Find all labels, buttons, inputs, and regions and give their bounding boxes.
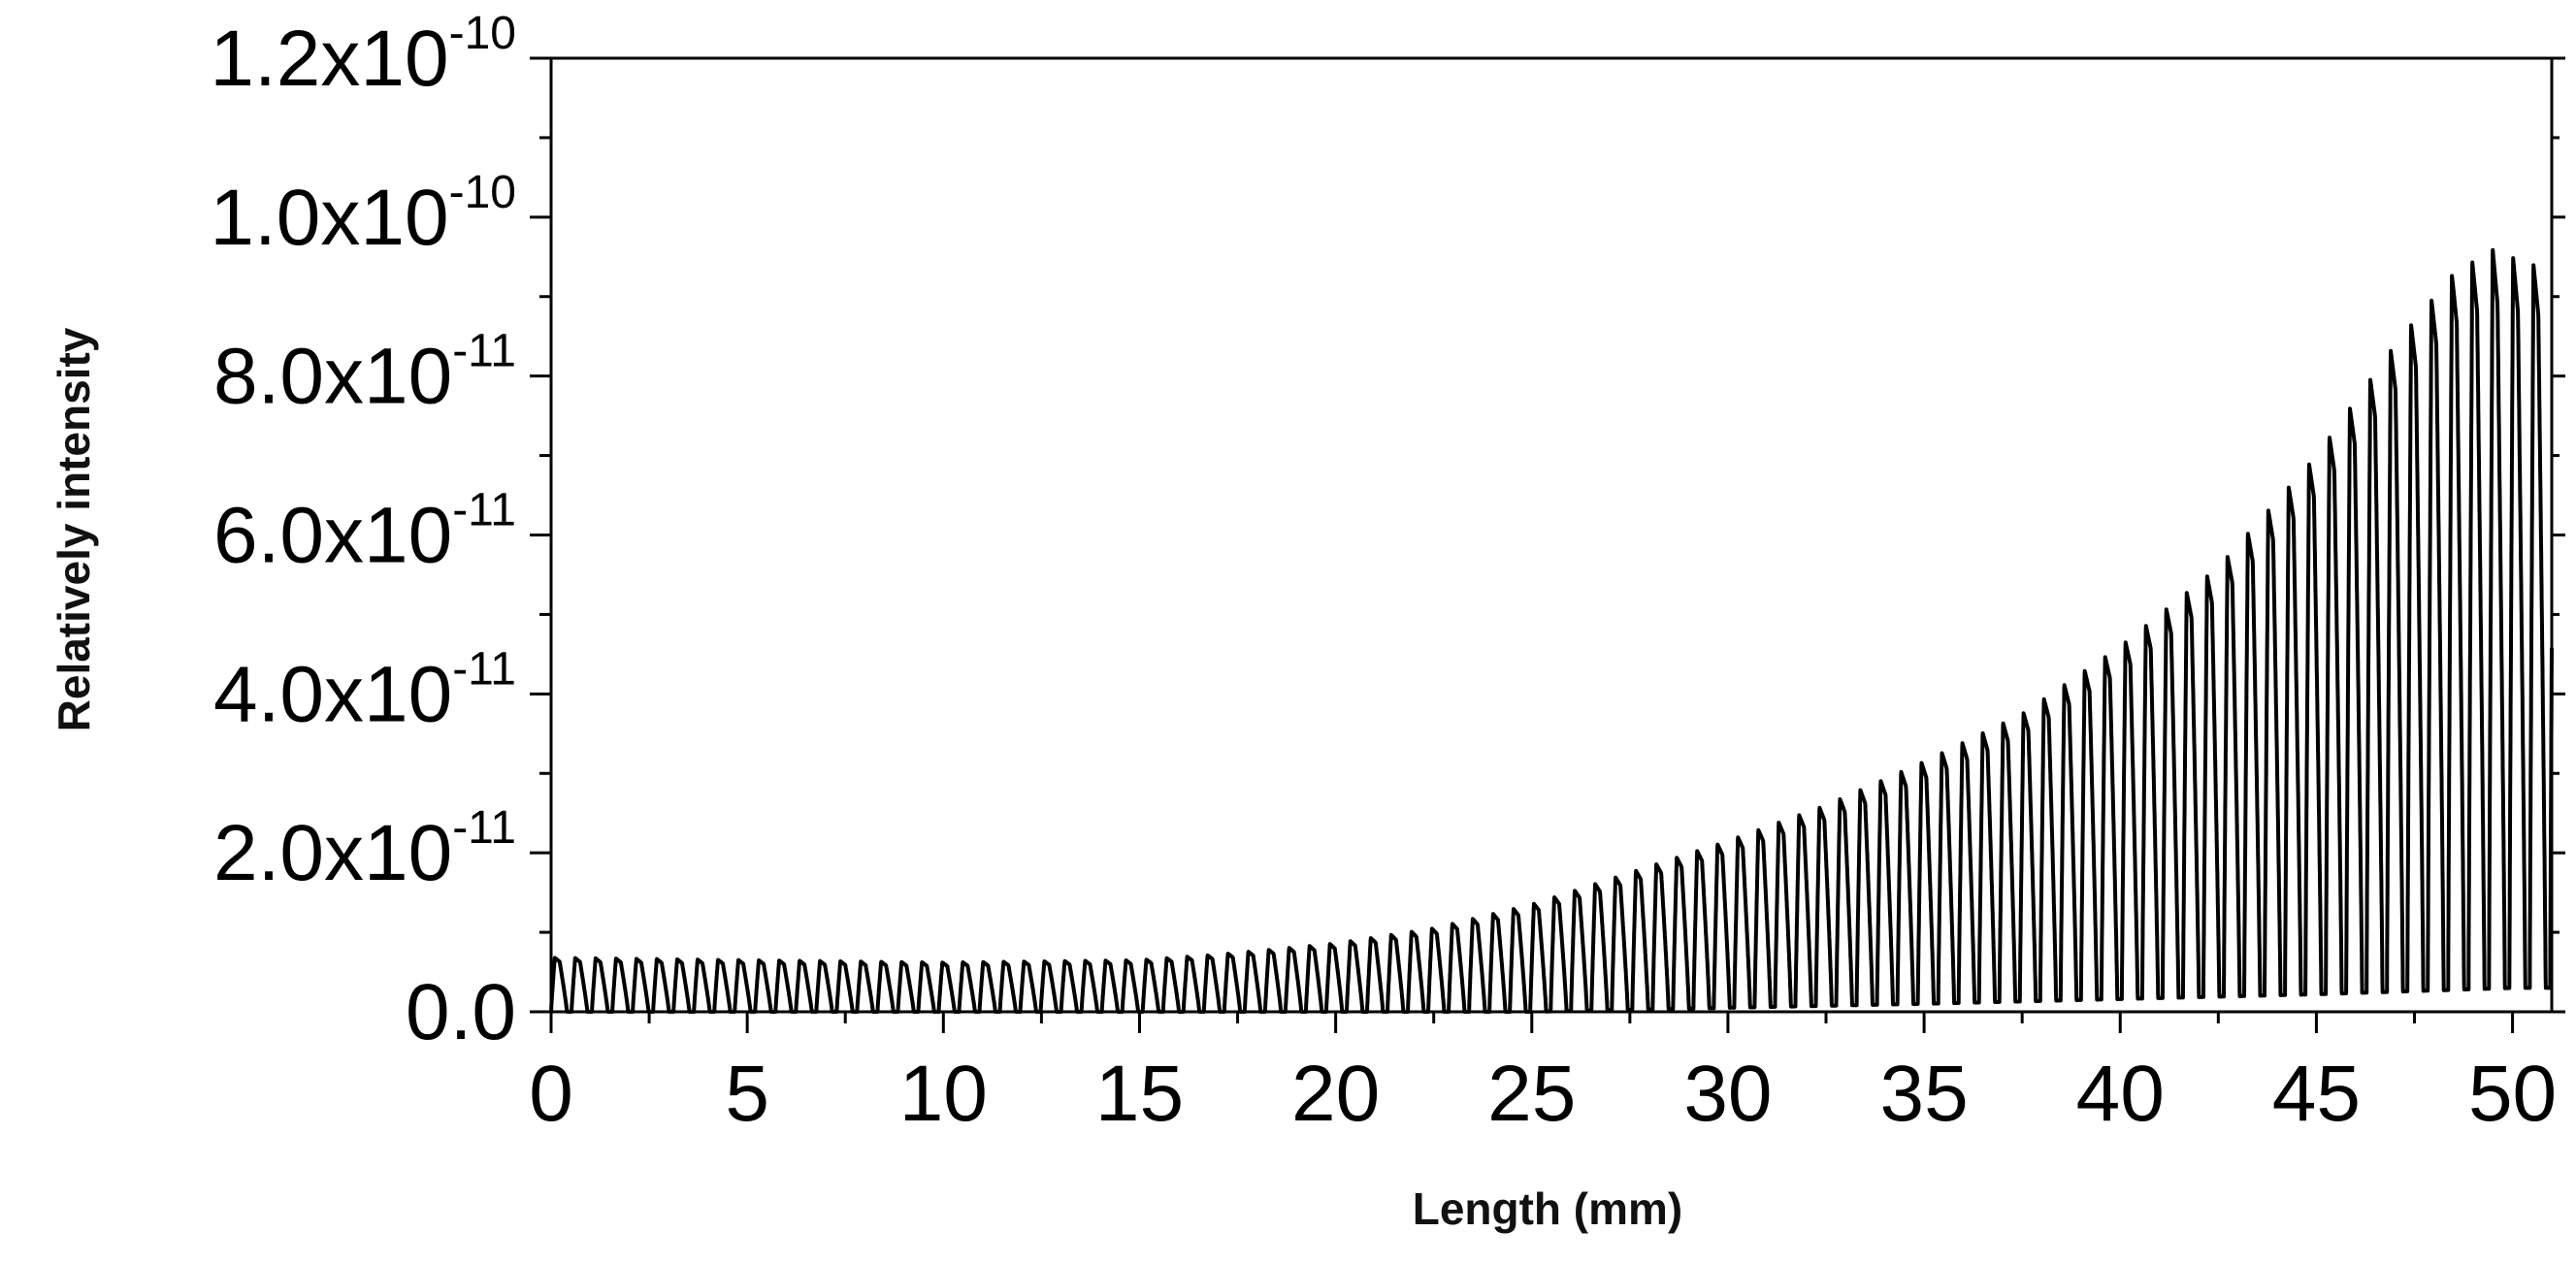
y-axis-title: Relatively intensity — [49, 327, 99, 731]
y-tick-label: 8.0x10-11 — [213, 326, 516, 421]
x-tick-label: 0 — [529, 1050, 573, 1138]
y-tick-label: 4.0x10-11 — [213, 643, 516, 738]
y-tick-label: 6.0x10-11 — [213, 485, 516, 580]
data-layer — [549, 247, 2554, 1014]
x-tick-label: 45 — [2272, 1050, 2361, 1138]
series-line — [549, 247, 2554, 1014]
x-tick-label: 15 — [1095, 1050, 1184, 1138]
y-tick-label: 0.0 — [406, 968, 516, 1056]
x-tick-label: 25 — [1487, 1050, 1576, 1138]
plot-frame — [549, 56, 2554, 1014]
y-tick-label: 1.2x10-10 — [210, 8, 516, 103]
x-tick-label: 10 — [899, 1050, 988, 1138]
x-tick-label: 40 — [2076, 1050, 2165, 1138]
x-tick-label: 5 — [725, 1050, 769, 1138]
plot-area — [549, 56, 2554, 1014]
x-tick-label: 50 — [2468, 1050, 2557, 1138]
x-tick-label: 35 — [1879, 1050, 1968, 1138]
x-axis: 0 5 10 15 20 25 30 35 40 45 50 — [529, 1012, 2557, 1138]
x-tick-label: 30 — [1683, 1050, 1772, 1138]
y-axis: 0.0 2.0x10-11 4.0x10-11 6.0x10-11 8.0x10-11 1… — [210, 8, 2565, 1056]
x-tick-label: 20 — [1291, 1050, 1380, 1138]
y-tick-label: 2.0x10-11 — [213, 802, 516, 897]
x-axis-title: Length (mm) — [1413, 1183, 1683, 1234]
y-tick-label: 1.0x10-10 — [210, 167, 516, 262]
